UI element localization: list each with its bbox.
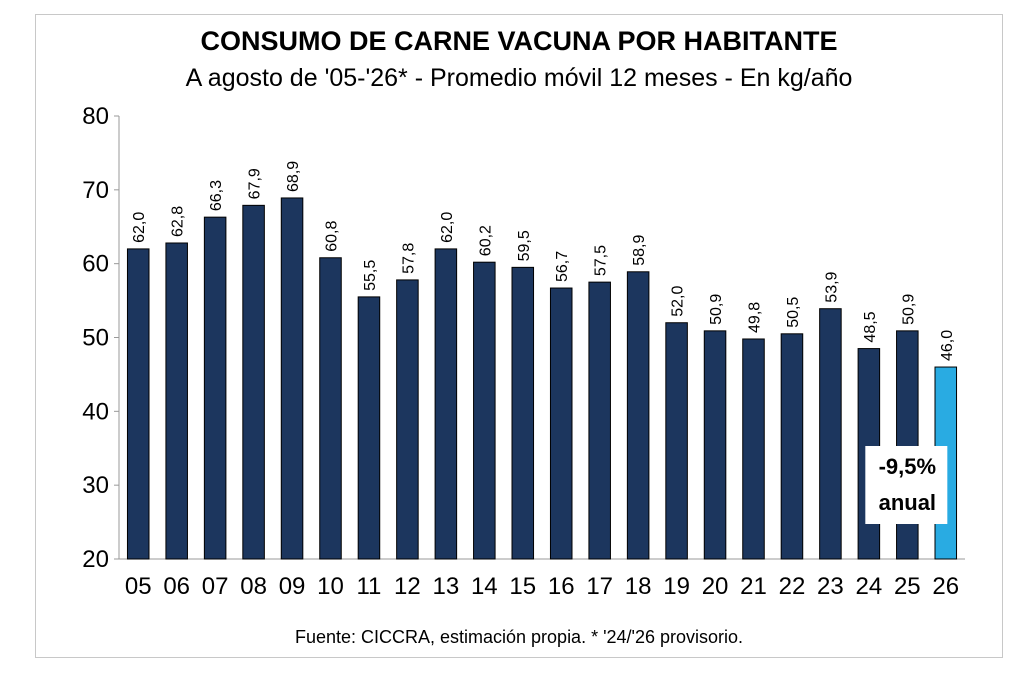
data-label: 49,8: [747, 302, 764, 333]
x-tick-label: 05: [125, 573, 152, 600]
y-tick-label: 60: [82, 251, 109, 278]
x-tick-label: 21: [740, 573, 767, 600]
y-tick-label: 40: [82, 398, 109, 425]
data-label: 60,8: [324, 221, 341, 252]
x-tick-label: 15: [509, 573, 536, 600]
bar-08: [242, 204, 265, 560]
chart-source-note: Fuente: CICCRA, estimación propia. * '24…: [294, 627, 744, 647]
x-tick-label: 10: [317, 573, 344, 600]
y-tick-label: 30: [82, 472, 109, 499]
x-tick-label: 11: [356, 573, 381, 600]
x-tick-label: 13: [433, 573, 460, 600]
data-label: 46,0: [939, 330, 956, 361]
x-tick-label: 25: [894, 573, 921, 600]
x-tick-label: 18: [625, 573, 652, 600]
x-tick-label: 19: [663, 573, 690, 600]
data-label: 57,5: [593, 245, 610, 276]
bar-23: [819, 308, 842, 560]
bar-09: [280, 197, 304, 560]
x-tick-label: 22: [779, 573, 806, 600]
data-label: 48,5: [862, 311, 879, 342]
data-label: 53,9: [823, 271, 840, 302]
bar-22: [780, 333, 804, 560]
x-tick-label: 26: [932, 573, 959, 600]
x-tick-label: 20: [702, 573, 729, 600]
data-label: 58,9: [631, 235, 648, 266]
x-tick-label: 06: [163, 573, 190, 600]
data-label: 66,3: [208, 180, 225, 211]
bar-18: [626, 271, 650, 560]
y-tick-label: 70: [82, 177, 109, 204]
data-label: 62,8: [170, 206, 187, 237]
data-label: 50,9: [900, 294, 917, 325]
bar-25: [896, 330, 919, 560]
annotation-period: anual: [879, 490, 936, 515]
x-tick-label: 14: [471, 573, 498, 600]
x-tick-label: 16: [548, 573, 575, 600]
data-label: 62,0: [131, 212, 148, 243]
bar-10: [319, 257, 342, 560]
annotation-percent: -9,5%: [879, 454, 936, 479]
data-label: 50,9: [708, 294, 725, 325]
data-label: 57,8: [400, 243, 417, 274]
data-label: 55,5: [362, 260, 379, 291]
data-label: 60,2: [477, 225, 494, 256]
x-tick-label: 12: [394, 573, 421, 600]
x-tick-label: 17: [586, 573, 613, 600]
y-tick-label: 80: [82, 103, 109, 130]
bar-15: [511, 266, 535, 560]
annotation-box: [865, 446, 948, 524]
data-label: 56,7: [554, 251, 571, 282]
y-tick-label: 50: [82, 325, 109, 352]
bar-12: [396, 279, 419, 560]
bar-14: [473, 261, 496, 560]
bar-06: [165, 242, 188, 560]
chart-title: CONSUMO DE CARNE VACUNA POR HABITANTE: [200, 26, 838, 56]
data-label: 62,0: [439, 212, 456, 243]
chart-subtitle: A agosto de '05-'26* - Promedio móvil 12…: [185, 64, 853, 92]
data-label: 59,5: [516, 230, 533, 261]
bar-17: [588, 281, 611, 560]
bar-20: [703, 330, 727, 560]
x-tick-label: 07: [202, 573, 229, 600]
data-label: 67,9: [247, 168, 264, 199]
data-label: 68,9: [285, 161, 302, 192]
bar-07: [203, 216, 227, 560]
x-tick-label: 23: [817, 573, 844, 600]
bar-21: [742, 338, 765, 560]
bar-19: [665, 322, 688, 560]
bar-13: [434, 248, 458, 560]
data-label: 50,5: [785, 297, 802, 328]
x-tick-label: 09: [279, 573, 306, 600]
y-tick-label: 20: [82, 546, 109, 573]
bar-05: [126, 248, 150, 560]
x-tick-label: 24: [856, 573, 883, 600]
data-label: 52,0: [670, 285, 687, 316]
x-tick-label: 08: [240, 573, 267, 600]
bar-16: [549, 287, 573, 560]
bar-11: [357, 296, 381, 560]
